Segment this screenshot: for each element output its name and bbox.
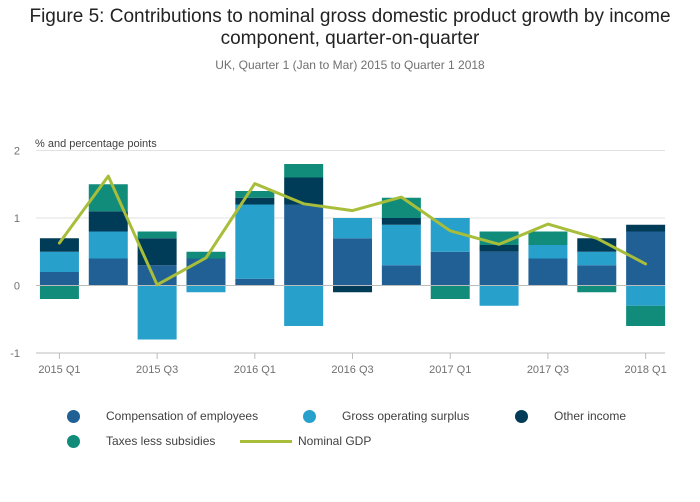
bar-segment bbox=[39, 251, 79, 272]
legend-swatch-compensation bbox=[67, 409, 80, 423]
x-tick-label: 2015 Q3 bbox=[136, 364, 178, 376]
bars bbox=[39, 164, 666, 340]
chart-subtitle: UK, Quarter 1 (Jan to Mar) 2015 to Quart… bbox=[215, 58, 485, 72]
legend-item-gross-operating-surplus[interactable]: Gross operating surplus bbox=[303, 407, 469, 425]
bar-segment bbox=[381, 224, 421, 266]
legend-swatch-nominal-gdp bbox=[240, 439, 292, 443]
bar-segment bbox=[137, 285, 177, 340]
bar-segment bbox=[577, 265, 617, 286]
bar-segment bbox=[626, 231, 666, 286]
x-tick-label: 2016 Q1 bbox=[234, 364, 276, 376]
bar-segment bbox=[284, 164, 324, 178]
bar-segment bbox=[479, 285, 519, 306]
y-tick-label: 2 bbox=[14, 146, 20, 158]
x-tick-label: 2017 Q1 bbox=[429, 364, 471, 376]
bar-segment bbox=[626, 285, 666, 306]
bar-segment bbox=[577, 251, 617, 266]
x-tick-label: 2015 Q1 bbox=[38, 364, 80, 376]
bar-segment bbox=[235, 278, 275, 286]
x-axis bbox=[36, 285, 665, 354]
bar-segment bbox=[186, 258, 226, 286]
bar-segment bbox=[430, 251, 470, 286]
bar-segment bbox=[381, 218, 421, 225]
legend-item-other-income[interactable]: Other income bbox=[515, 407, 626, 425]
bar-segment bbox=[88, 211, 128, 232]
y-axis-ticks: -1 0 1 2 bbox=[10, 146, 20, 361]
y-tick-label: 1 bbox=[14, 213, 20, 225]
bar-segment bbox=[235, 197, 275, 205]
bar-segment bbox=[88, 258, 128, 286]
x-tick-label: 2016 Q3 bbox=[331, 364, 373, 376]
bar-segment bbox=[39, 285, 79, 299]
bar-segment bbox=[284, 285, 324, 326]
bar-segment bbox=[284, 204, 324, 286]
bar-segment bbox=[528, 231, 568, 245]
legend-label-taxes-less-subsidies: Taxes less subsidies bbox=[106, 434, 216, 448]
nominal-gdp-line-path bbox=[57, 174, 648, 287]
bar-segment bbox=[137, 231, 177, 239]
bar-segment bbox=[333, 238, 373, 286]
legend-label-nominal-gdp: Nominal GDP bbox=[298, 434, 372, 448]
bar-segment bbox=[284, 177, 324, 205]
bar-segment bbox=[626, 224, 666, 232]
bar-segment bbox=[528, 245, 568, 259]
x-axis-ticks: 2015 Q1 2015 Q3 2016 Q1 2016 Q3 2017 Q1 2017 … bbox=[38, 353, 667, 376]
legend-swatch-taxes-less-subsidies bbox=[67, 434, 80, 448]
x-tick-label: 2017 Q3 bbox=[527, 364, 569, 376]
legend-item-nominal-gdp[interactable]: Nominal GDP bbox=[240, 432, 371, 450]
bar-segment bbox=[39, 238, 79, 252]
bar-segment bbox=[577, 285, 617, 293]
bar-segment bbox=[479, 245, 519, 252]
bar-segment bbox=[381, 265, 421, 286]
legend-label-other-income: Other income bbox=[554, 409, 627, 423]
bar-segment bbox=[333, 285, 373, 293]
bar-segment bbox=[137, 238, 177, 266]
bar-segment bbox=[235, 204, 275, 279]
nominal-gdp-line bbox=[57, 174, 648, 287]
bar-segment bbox=[333, 218, 373, 239]
chart-title: Figure 5: Contributions to nominal gross… bbox=[29, 6, 671, 49]
legend-label-gross-operating-surplus: Gross operating surplus bbox=[342, 409, 470, 423]
legend-swatch-gross-operating-surplus bbox=[303, 409, 316, 423]
bar-segment bbox=[88, 231, 128, 259]
y-tick-label: 0 bbox=[14, 281, 20, 293]
bar-segment bbox=[430, 285, 470, 299]
x-tick-label: 2018 Q1 bbox=[625, 364, 667, 376]
legend-item-taxes-less-subsidies[interactable]: Taxes less subsidies bbox=[67, 432, 215, 450]
y-tick-label: -1 bbox=[10, 348, 20, 360]
y-axis-label: % and percentage points bbox=[35, 138, 157, 150]
legend-label-compensation: Compensation of employees bbox=[106, 409, 259, 423]
legend-swatch-other-income bbox=[515, 409, 528, 423]
bar-segment bbox=[479, 251, 519, 286]
bar-segment bbox=[186, 285, 226, 293]
bar-segment bbox=[528, 258, 568, 286]
bar-segment bbox=[235, 191, 275, 198]
bar-segment bbox=[577, 238, 617, 252]
bar-segment bbox=[626, 305, 666, 326]
bar-segment bbox=[39, 272, 79, 286]
legend: Compensation of employees Gross operatin… bbox=[0, 400, 700, 460]
legend-item-compensation[interactable]: Compensation of employees bbox=[67, 407, 258, 425]
